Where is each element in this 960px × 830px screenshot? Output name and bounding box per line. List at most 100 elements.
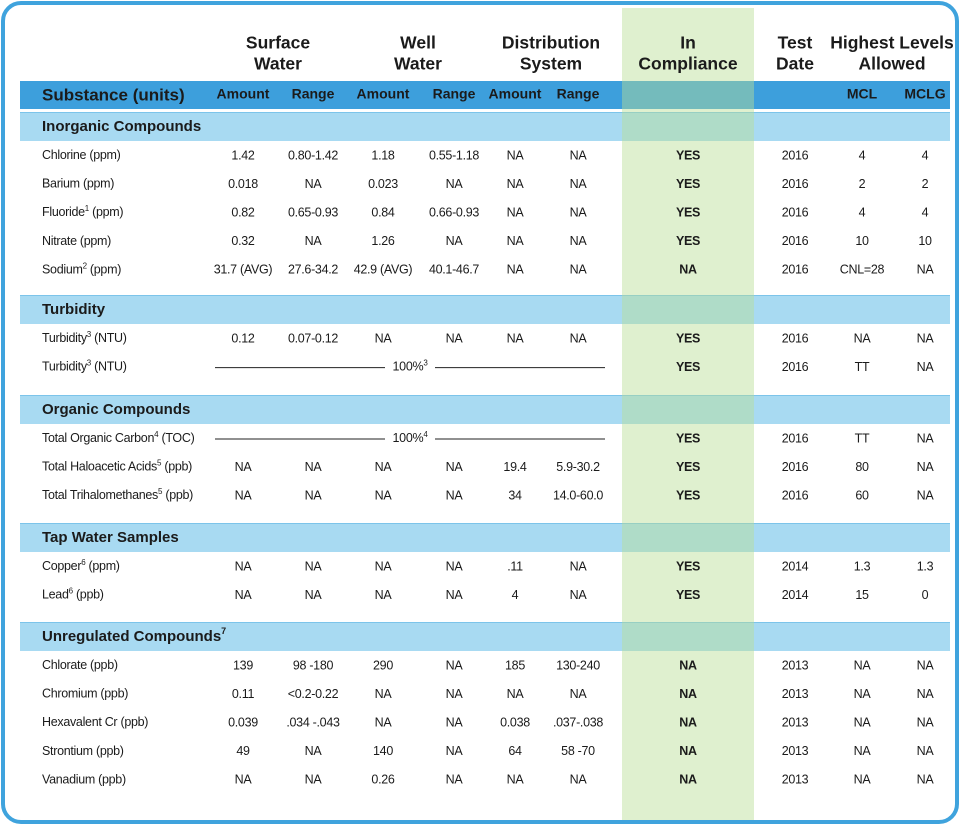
compliance-value: NA [679,658,697,672]
substance: Vanadium (ppb) [42,773,126,787]
section-band [20,113,950,141]
cell-value: NA [305,460,323,474]
column-group-label: Water [254,54,302,74]
substance: Copper6 (ppm) [42,558,120,574]
substance: Barium (ppm) [42,177,114,191]
substance-text: Chlorate [42,658,87,672]
cell-value: NA [305,234,323,248]
unit: (ppb) [73,588,104,602]
cell-value: 40.1-46.7 [429,263,479,277]
cell-value: NA [446,715,464,729]
column-label: MCLG [904,86,945,102]
cell-value: NA [446,687,464,701]
unit: (ppb) [97,687,128,701]
cell-value: 0.80-1.42 [288,148,338,162]
cell-value: 60 [855,488,869,502]
cell-value: NA [917,360,935,374]
cell-value: 1.42 [231,148,254,162]
section-title-text: Turbidity [42,301,106,318]
cell-value: NA [305,559,323,573]
cell-value: 290 [373,658,393,672]
section-title: Unregulated Compounds7 [42,626,226,645]
cell-value: NA [446,559,464,573]
footnote-mark: 7 [221,626,226,636]
section-title-text: Tap Water Samples [42,529,179,546]
cell-value: 10 [855,234,869,248]
column-group-label: Well [400,33,436,53]
cell-value: 0.039 [228,715,258,729]
cell-value: TT [855,431,870,445]
compliance-value: YES [676,148,700,162]
cell-value: NA [375,687,393,701]
cell-value: 0.018 [228,177,258,191]
column-label: Amount [357,86,410,102]
column-label: Range [433,86,476,102]
footnote-mark: 6 [81,558,86,567]
column-group-label: Water [394,54,442,74]
compliance-value: NA [679,715,697,729]
cell-value: 64 [508,744,522,758]
cell-value: NA [570,234,588,248]
cell-value: 2016 [782,331,809,345]
column-group-label: Date [776,54,814,74]
cell-value: NA [570,773,588,787]
span-value: 100%4 [393,430,429,446]
substance-text: Turbidity [42,331,88,345]
cell-value: 0.12 [231,331,254,345]
compliance-value: YES [676,360,700,374]
footnote-mark: 5 [158,487,163,496]
unit: (ppm) [89,205,123,219]
span-value: 100%3 [393,358,429,374]
compliance-value: NA [679,773,697,787]
cell-value: 2013 [782,658,809,672]
column-label: Range [292,86,335,102]
cell-value: 130-240 [556,658,600,672]
cell-value: 0.11 [232,687,255,701]
cell-value: 0.038 [500,715,530,729]
column-label: Amount [489,86,542,102]
cell-value: 15 [855,588,869,602]
substance-text: Vanadium [42,773,95,787]
compliance-value: YES [676,234,700,248]
cell-value: 140 [373,744,393,758]
cell-value: NA [305,773,323,787]
cell-value: NA [446,744,464,758]
substance-text: Lead [42,588,69,602]
substance-text: Fluoride [42,205,85,219]
cell-value: NA [375,488,393,502]
column-group-label: Surface [246,33,310,53]
cell-value: 4 [859,148,866,162]
section-band [20,623,950,651]
cell-value: 98 -180 [293,658,334,672]
cell-value: 185 [505,658,525,672]
cell-value: 2016 [782,177,809,191]
cell-value: NA [446,773,464,787]
section-band [20,396,950,424]
compliance-value: YES [676,331,700,345]
column-label: Substance (units) [42,85,185,104]
unit: (TOC) [158,431,194,445]
substance-text: Chlorine [42,148,86,162]
unit: (ppb) [93,744,124,758]
compliance-value: YES [676,460,700,474]
cell-value: NA [570,331,588,345]
cell-value: NA [507,177,525,191]
compliance-value: YES [676,488,700,502]
cell-value: NA [235,773,253,787]
cell-value: NA [446,331,464,345]
cell-value: 5.9-30.2 [556,460,600,474]
substance-text: Hexavalent Cr [42,715,117,729]
cell-value: NA [570,588,588,602]
unit: (ppb) [117,715,148,729]
cell-value: 0.66-0.93 [429,205,479,219]
cell-value: 2016 [782,488,809,502]
cell-value: NA [917,331,935,345]
substance: Total Trihalomethanes5 (ppb) [42,487,193,503]
unit: (ppm) [85,559,119,573]
substance: Fluoride1 (ppm) [42,204,123,220]
section-title: Turbidity [42,301,106,318]
cell-value: NA [917,687,935,701]
cell-value: NA [305,177,323,191]
footnote-mark: 5 [157,458,162,467]
footnote-mark: 4 [154,430,159,439]
